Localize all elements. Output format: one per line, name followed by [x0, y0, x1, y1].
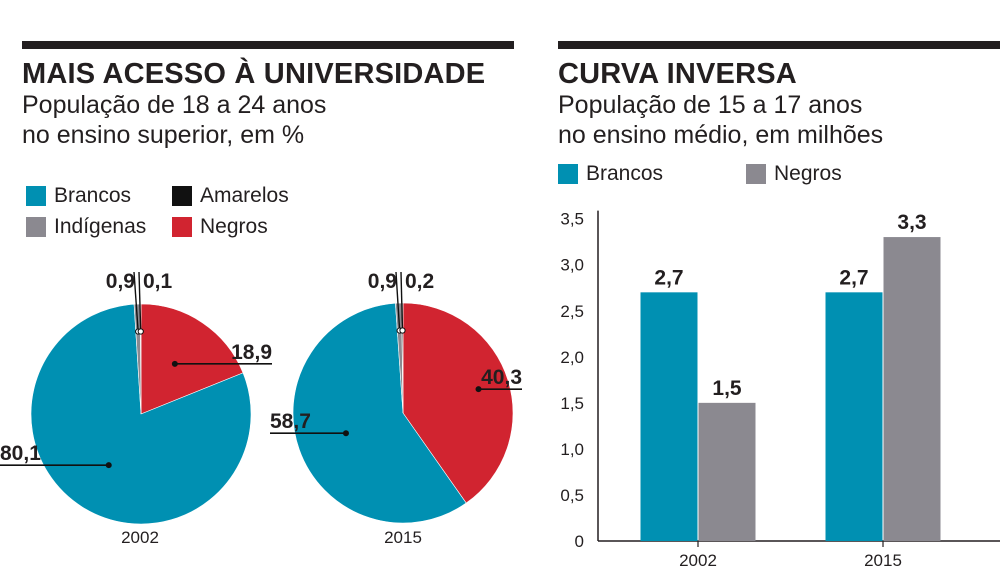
left-title: MAIS ACESSO À UNIVERSIDADE: [22, 58, 486, 90]
bar-chart-group: 0 0,5 1,0 1,5 2,0 2,5 3,0 3,5 2,7 1,5 2002 2,7 3,3 20…: [560, 210, 1000, 568]
pie-2015: 58,7 40,3 0,9 0,2 2015: [270, 270, 522, 547]
y-tick-label: 1,5: [560, 394, 584, 413]
right-top-rule: [558, 41, 1000, 49]
leader-line-amarelos: [138, 271, 142, 332]
x-tick-label-2015: 2015: [864, 551, 902, 568]
slice-label-brancos: 80,1: [0, 442, 41, 465]
y-tick-label: 2,5: [560, 302, 584, 321]
right-subtitle-line2: no ensino médio, em milhões: [558, 121, 884, 149]
legend-label-brancos: Brancos: [54, 184, 132, 207]
slice-label-amarelos: 0,1: [143, 270, 173, 293]
leader-dot-brancos: [105, 462, 112, 469]
y-tick-label: 3,5: [560, 210, 584, 229]
right-title: CURVA INVERSA: [558, 58, 797, 90]
leader-line-indigenas: [395, 271, 401, 331]
legend-swatch-brancos: [26, 186, 46, 206]
legend-item-amarelos: Amarelos: [172, 184, 289, 208]
pie-year-label-2002: 2002: [121, 528, 159, 547]
slice-label-negros: 40,3: [481, 366, 522, 389]
legend-item-negros: Negros: [172, 215, 268, 239]
y-tick-label: 0: [575, 532, 584, 551]
slice-label-negros: 18,9: [231, 341, 272, 364]
bar-legend-item-brancos: Brancos: [558, 162, 663, 186]
bar-legend-swatch-negros: [746, 164, 766, 184]
right-subtitle-line1: População de 15 a 17 anos: [558, 91, 863, 119]
bar-value-label-negros-2002: 1,5: [712, 377, 742, 400]
pie-slice-negros: [402, 302, 514, 504]
pie-slice-brancos: [292, 302, 467, 524]
bar-chart: 0 0,5 1,0 1,5 2,0 2,5 3,0 3,5 2,7 1,5 2002 2,7 3,3 20…: [560, 210, 1000, 568]
slice-label-indigenas: 0,9: [368, 270, 397, 293]
legend-label-amarelos: Amarelos: [200, 184, 289, 207]
y-tick-label: 1,0: [560, 440, 584, 459]
slice-label-amarelos: 0,2: [405, 270, 434, 293]
legend-label-negros: Negros: [200, 215, 268, 238]
pie-slice-brancos: [30, 303, 252, 525]
y-tick-label: 0,5: [560, 486, 584, 505]
slice-label-brancos: 58,7: [270, 410, 311, 433]
bar-value-label-negros-2015: 3,3: [897, 211, 926, 234]
leader-line-indigenas: [133, 271, 139, 332]
bar-legend-label-brancos: Brancos: [586, 162, 664, 185]
legend-item-brancos: Brancos: [26, 184, 131, 208]
y-tick-label: 2,0: [560, 348, 584, 367]
y-tick-label: 3,0: [560, 256, 584, 275]
bar-negros-2015: [883, 237, 941, 541]
slice-label-indigenas: 0,9: [106, 270, 135, 293]
bar-negros-2002: [698, 402, 756, 541]
bar-legend-item-negros: Negros: [746, 162, 842, 186]
legend-swatch-negros: [172, 217, 192, 237]
bar-value-label-brancos-2002: 2,7: [654, 266, 683, 289]
pie-year-label-2015: 2015: [384, 528, 422, 547]
leader-dot-negros: [475, 386, 482, 393]
left-top-rule: [22, 41, 514, 49]
leader-line-amarelos: [400, 271, 404, 331]
legend-swatch-amarelos: [172, 186, 192, 206]
x-tick-label-2002: 2002: [679, 551, 717, 568]
pie-charts: 80,1 18,9 0,9 0,1 2002 58,7 40,3 0,9 0,2 2015: [0, 270, 522, 547]
legend-swatch-indigenas: [26, 217, 46, 237]
pie-2002: 80,1 18,9 0,9 0,1 2002: [0, 270, 272, 547]
left-subtitle-line1: População de 18 a 24 anos: [22, 91, 327, 119]
bar-value-label-brancos-2015: 2,7: [839, 266, 868, 289]
legend-item-indigenas: Indígenas: [26, 215, 146, 239]
bar-brancos-2002: [640, 292, 698, 541]
bar-brancos-2015: [825, 292, 883, 541]
leader-dot-negros: [171, 360, 178, 367]
bar-legend-label-negros: Negros: [774, 162, 842, 185]
bar-legend-swatch-brancos: [558, 164, 578, 184]
leader-dot-brancos: [342, 430, 349, 437]
legend-label-indigenas: Indígenas: [54, 215, 147, 238]
leader-dot-amarelos: [399, 327, 406, 334]
leader-dot-amarelos: [137, 328, 144, 335]
left-subtitle-line2: no ensino superior, em %: [22, 121, 305, 149]
